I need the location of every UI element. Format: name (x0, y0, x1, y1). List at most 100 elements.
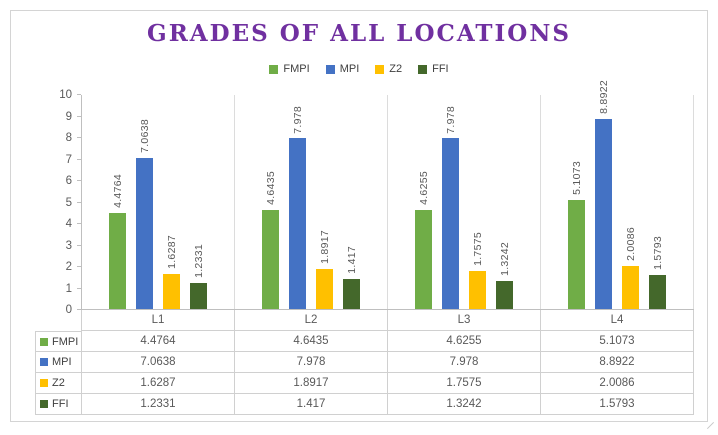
plot-region: 0 1 2 3 4 5 6 7 8 9 10 4.4764 7.0638 1.6287 1.2331 4.6… (11, 80, 707, 316)
category-group-L2: 4.6435 7.978 1.8917 1.417 (235, 95, 388, 309)
category-label-L3: L3 (388, 310, 541, 331)
table-series-name-Z2: Z2 (35, 373, 81, 394)
table-cell-MPI-L2: 7.978 (235, 352, 388, 373)
table-cell-FMPI-L4: 5.1073 (541, 331, 694, 352)
bar-slot-MPI-L3: 7.978 (442, 95, 459, 309)
y-tick-mark (77, 287, 81, 289)
bar-value-text: 4.6255 (417, 171, 430, 206)
legend-label-FMPI: FMPI (283, 63, 310, 75)
table-row-spacer (11, 331, 35, 352)
y-tick-label: 6 (65, 175, 72, 187)
legend-item-Z2: Z2 (375, 63, 402, 75)
table-row-FMPI: FMPI 4.4764 4.6435 4.6255 5.1073 (11, 331, 707, 352)
category-group-L3: 4.6255 7.978 1.7575 1.3242 (388, 95, 541, 309)
table-cell-FFI-L4: 1.5793 (541, 394, 694, 415)
bar-FMPI-L1 (109, 213, 126, 309)
table-row-MPI: MPI 7.0638 7.978 7.978 8.8922 (11, 352, 707, 373)
bar-slot-Z2-L2: 1.8917 (316, 95, 333, 309)
y-tick-label: 3 (65, 239, 72, 252)
bar-value-text: 4.4764 (111, 174, 124, 209)
table-cell-Z2-L3: 1.7575 (388, 373, 541, 394)
table-series-label: Z2 (52, 377, 65, 389)
bar-value-label-FMPI-L3: 4.6255 (418, 171, 430, 205)
bar-slot-FMPI-L4: 5.1073 (568, 95, 585, 309)
y-tick-mark (77, 158, 81, 160)
bar-value-label-FFI-L4: 1.5793 (652, 236, 664, 270)
bar-MPI-L4 (595, 118, 612, 309)
table-cell-FFI-L2: 1.417 (235, 394, 388, 415)
table-cell-MPI-L4: 8.8922 (541, 352, 694, 373)
bar-Z2-L3 (469, 271, 486, 309)
table-row-spacer (11, 394, 35, 415)
bar-FFI-L3 (496, 280, 513, 309)
bar-value-label-MPI-L3: 7.978 (445, 106, 457, 134)
y-tick-label: 7 (65, 153, 72, 166)
table-cell-MPI-L3: 7.978 (388, 352, 541, 373)
bar-slot-Z2-L1: 1.6287 (163, 95, 180, 309)
table-series-swatch-FMPI (40, 337, 48, 346)
category-label-L2: L2 (235, 310, 388, 331)
category-axis: L1 L2 L3 L4 (11, 310, 707, 331)
bar-value-text: 1.7575 (471, 232, 484, 267)
bar-value-label-MPI-L4: 8.8922 (598, 80, 610, 114)
bar-slot-FMPI-L3: 4.6255 (415, 95, 432, 309)
table-series-name-FMPI: FMPI (35, 331, 81, 352)
bar-value-text: 4.6435 (264, 170, 277, 205)
bar-value-text: 1.6287 (165, 235, 178, 270)
bar-slot-MPI-L2: 7.978 (289, 95, 306, 309)
table-cell-FFI-L1: 1.2331 (82, 394, 235, 415)
table-series-label: FFI (52, 398, 69, 410)
y-tick-label: 5 (65, 196, 72, 209)
plot-area: 4.4764 7.0638 1.6287 1.2331 4.6435 7.978 1.891… (82, 80, 694, 310)
bar-value-label-Z2-L3: 1.7575 (472, 232, 484, 266)
category-label-L4: L4 (541, 310, 694, 331)
table-series-swatch-MPI (40, 358, 48, 366)
table-row-values: 1.6287 1.8917 1.7575 2.0086 (81, 373, 694, 394)
table-series-label: MPI (52, 356, 72, 368)
bar-value-text: 8.8922 (597, 79, 610, 114)
table-cell-FMPI-L2: 4.6435 (235, 331, 388, 352)
bar-slot-FMPI-L1: 4.4764 (109, 95, 126, 309)
bar-value-text: 1.2331 (192, 243, 205, 278)
table-cell-FFI-L3: 1.3242 (388, 394, 541, 415)
bar-FMPI-L4 (568, 199, 585, 309)
y-tick-mark (77, 309, 81, 310)
chart-frame: GRADES OF ALL LOCATIONS FMPI MPI Z2 FFI 0 1 2… (10, 10, 708, 422)
bar-value-label-FFI-L1: 1.2331 (193, 244, 205, 278)
legend-item-FMPI: FMPI (269, 63, 310, 75)
bar-slot-FFI-L1: 1.2331 (190, 95, 207, 309)
y-tick-label: 4 (65, 218, 72, 230)
bar-MPI-L1 (136, 157, 153, 309)
bar-slot-Z2-L3: 1.7575 (469, 95, 486, 309)
bar-value-label-FMPI-L1: 4.4764 (112, 174, 124, 208)
category-group-L4: 5.1073 8.8922 2.0086 1.5793 (541, 80, 694, 309)
bar-slot-Z2-L4: 2.0086 (622, 95, 639, 309)
y-tick-mark (77, 244, 81, 246)
legend-swatch-Z2 (375, 64, 385, 74)
y-tick-mark (77, 266, 81, 267)
legend-label-MPI: MPI (339, 63, 360, 75)
bar-FFI-L4 (649, 275, 666, 309)
bar-slot-FFI-L3: 1.3242 (496, 95, 513, 309)
table-series-swatch-FFI (40, 400, 48, 408)
table-cell-FMPI-L1: 4.4764 (82, 331, 235, 352)
category-group-L1: 4.4764 7.0638 1.6287 1.2331 (82, 95, 235, 309)
bar-value-text: 5.1073 (570, 160, 583, 195)
bar-value-label-FFI-L3: 1.3242 (499, 242, 511, 276)
legend: FMPI MPI Z2 FFI (11, 61, 707, 77)
table-row-values: 7.0638 7.978 7.978 8.8922 (81, 352, 694, 373)
table-row-spacer (11, 352, 35, 373)
bar-FFI-L1 (190, 282, 207, 309)
bar-MPI-L3 (442, 138, 459, 309)
category-label-L1: L1 (82, 310, 235, 331)
table-row-FFI: FFI 1.2331 1.417 1.3242 1.5793 (11, 394, 707, 415)
y-tick-mark (77, 201, 81, 203)
legend-swatch-MPI (325, 64, 335, 74)
y-tick-label: 10 (59, 89, 72, 101)
legend-swatch-FMPI (269, 64, 279, 74)
table-cell-FMPI-L3: 4.6255 (388, 331, 541, 352)
table-cell-Z2-L2: 1.8917 (235, 373, 388, 394)
bar-slot-MPI-L1: 7.0638 (136, 95, 153, 309)
chart-title: GRADES OF ALL LOCATIONS (147, 20, 571, 47)
bar-slot-FFI-L2: 1.417 (343, 95, 360, 309)
